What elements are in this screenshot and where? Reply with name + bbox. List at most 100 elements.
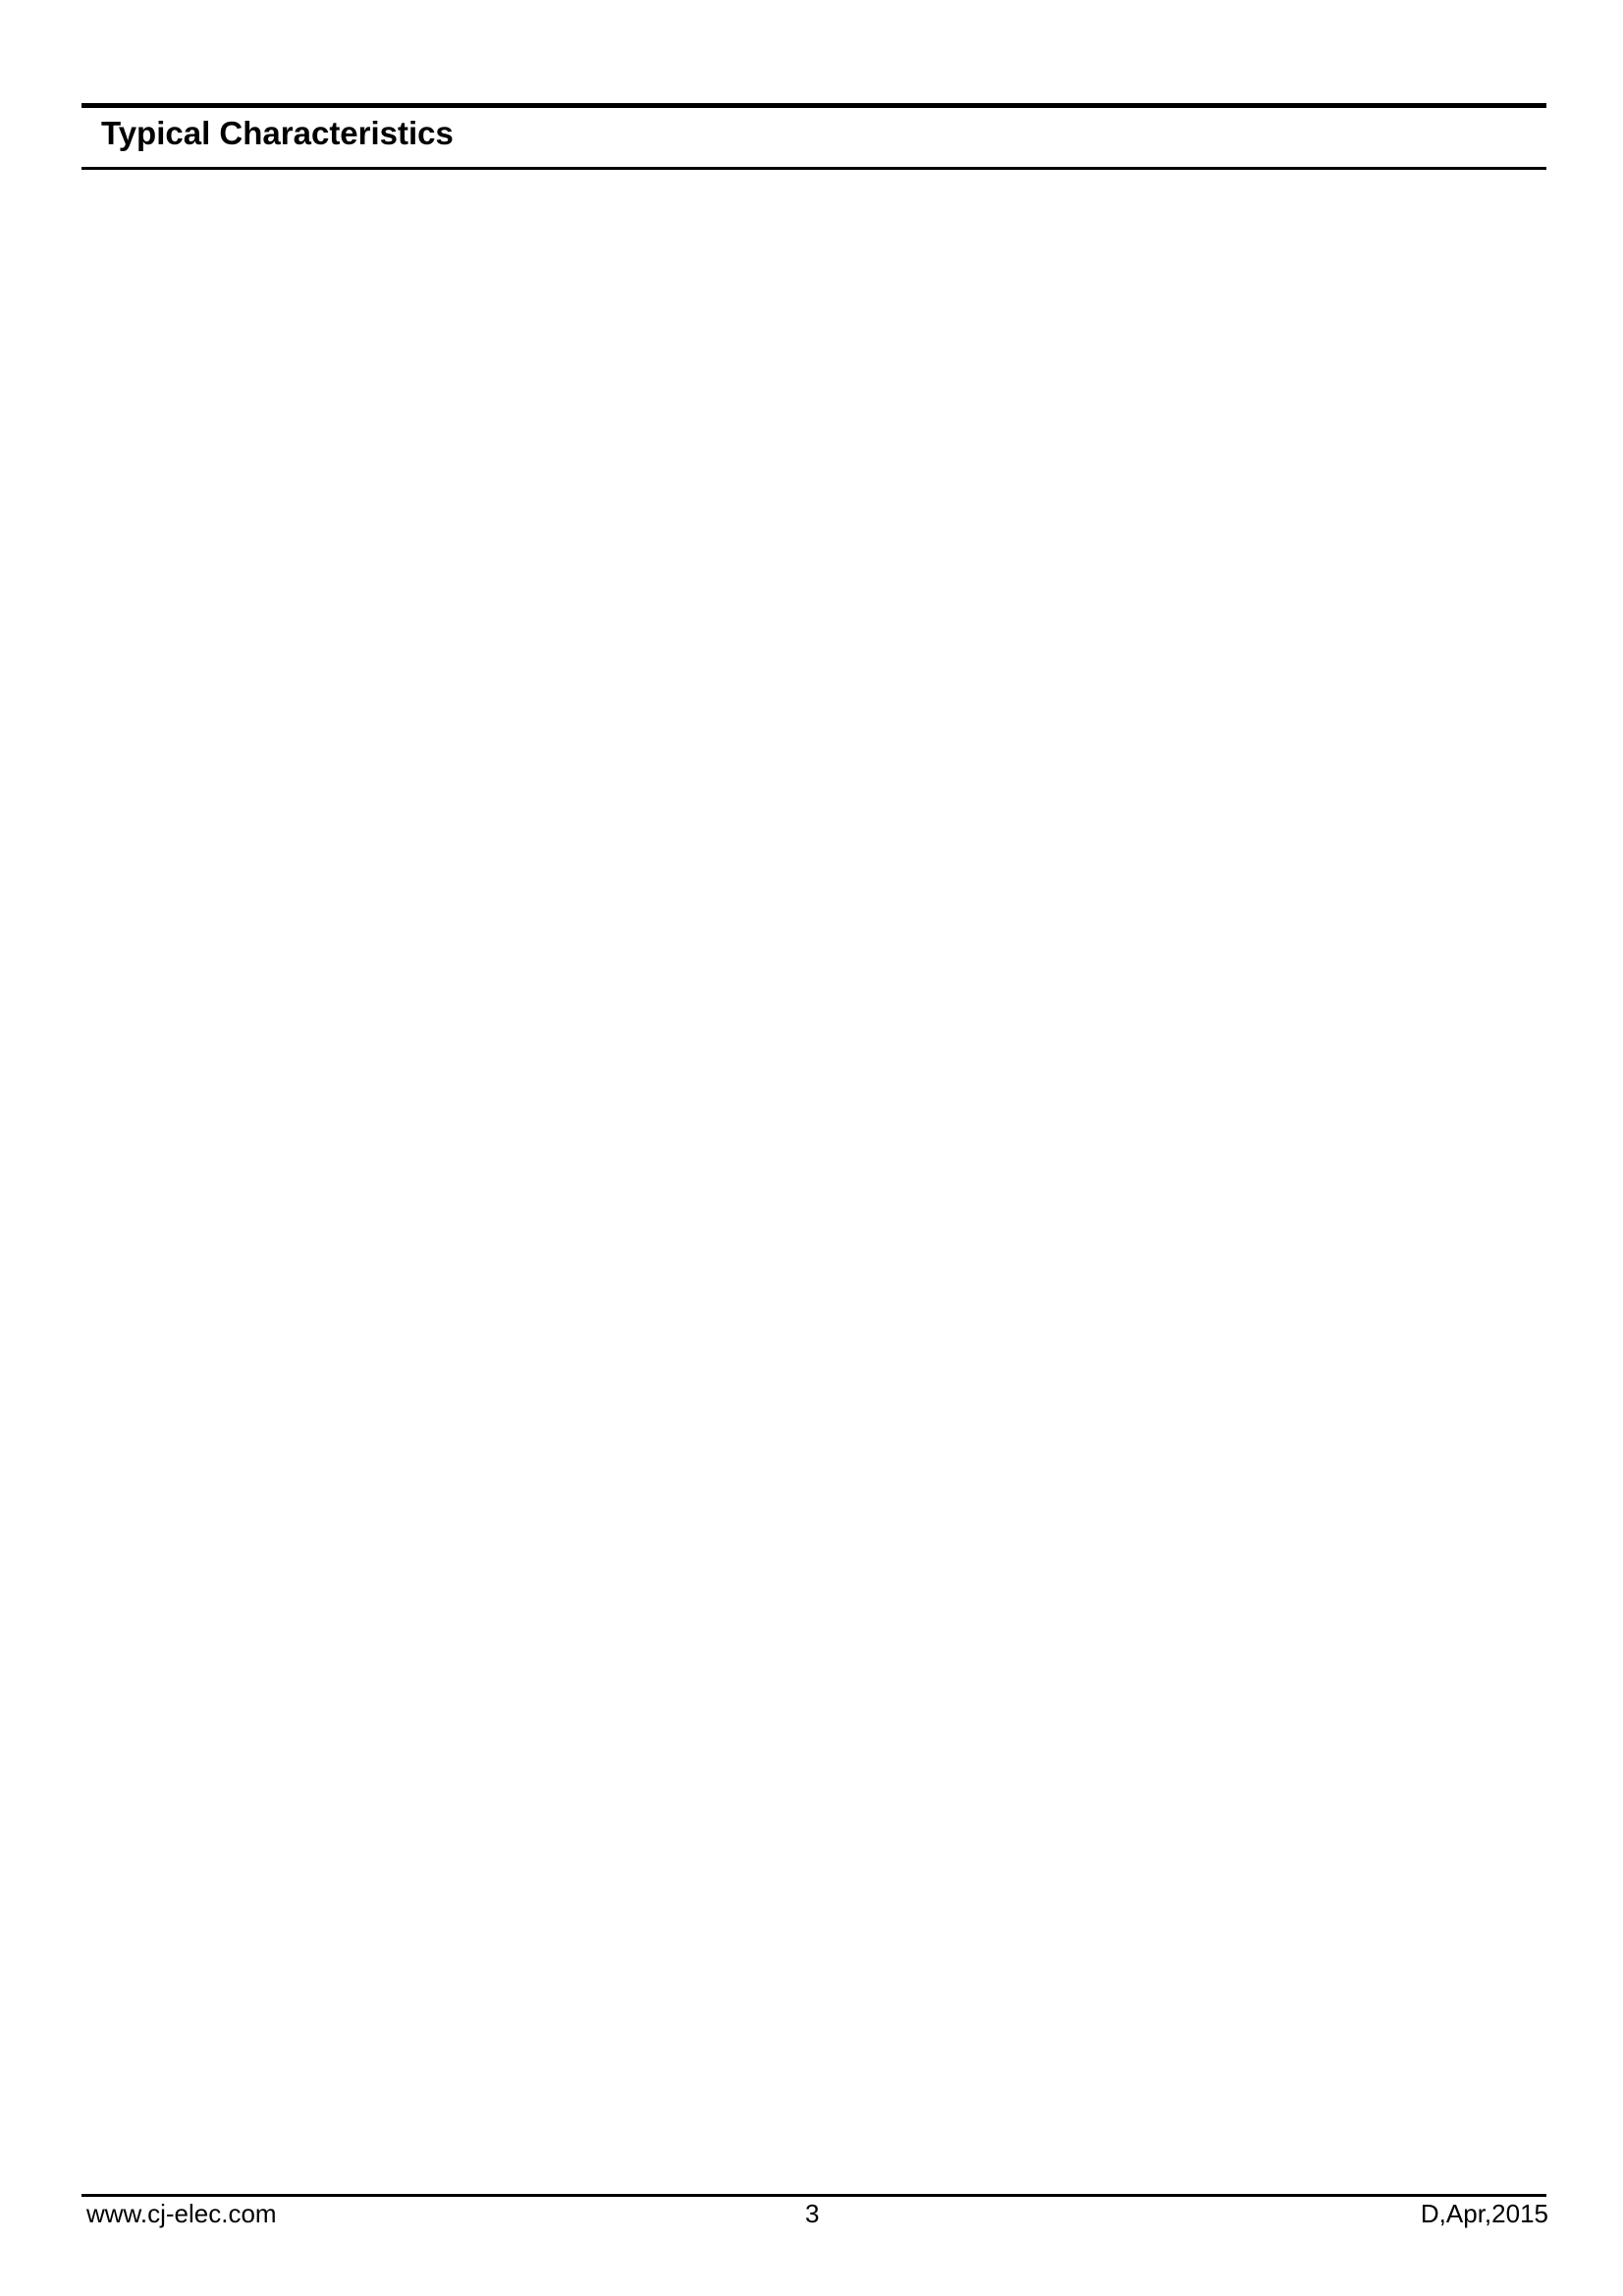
- temperature-note: Ta=25℃: [254, 1629, 311, 1645]
- x-tick-label: -0: [240, 812, 251, 827]
- temperature-note: Ta=25℃: [255, 1001, 312, 1018]
- x-tick-label: -5: [770, 812, 782, 827]
- x-tick-label: -10: [767, 1447, 785, 1462]
- y-tick-label: 240: [910, 973, 932, 988]
- label-background: [250, 1627, 324, 1671]
- y-tick-label: 200: [218, 1049, 240, 1064]
- chart-title: IS —— VSD: [466, 1576, 554, 1599]
- series-line: [243, 449, 778, 808]
- y-tick-label: 240: [218, 973, 240, 988]
- x-tick-label: -3: [558, 812, 569, 827]
- x-tick-label: -3: [1328, 812, 1340, 827]
- y-tick-label: -10: [221, 568, 240, 583]
- x-tick-label: -10: [1458, 1447, 1477, 1462]
- y-tick-label: 80: [226, 1280, 240, 1295]
- y-tick-label: -0.01: [210, 1914, 240, 1929]
- y-tick-label: -0: [228, 799, 240, 814]
- chart-0: -0 -1 -2 -3 -4 -5 -0 -5 -10 -15 -20 DRAIN TO SOURCE…: [184, 306, 782, 859]
- x-tick-label: -8: [664, 1447, 676, 1462]
- y-tick-label: 80: [918, 1280, 932, 1295]
- x-tick-label: -2: [1038, 1447, 1050, 1462]
- x-tick-label: -0.2: [235, 2080, 256, 2095]
- x-axis-label: GATE TO SOURCE VOLTAGE VGS (V): [1076, 1475, 1328, 1494]
- x-tick-label: -4: [452, 1447, 463, 1462]
- x-tick-label: -2: [1197, 812, 1209, 827]
- x-tick-label: -2: [346, 1447, 357, 1462]
- footer-rule: [81, 2194, 1546, 2197]
- chart-title: RDS(ON) —— ID: [455, 941, 568, 964]
- plot-frame: [244, 1614, 777, 2075]
- x-axis-label: SOURCE TO DRAIN VOLTAGE VSD (V): [381, 2109, 639, 2127]
- header-top-rule: [81, 103, 1546, 108]
- temperature-note: Ta=25℃: [665, 363, 722, 380]
- series-line: [243, 589, 778, 808]
- y-tick-label: 160: [910, 1127, 932, 1142]
- chart-title: Transfer Characteristics: [1096, 306, 1310, 327]
- curve-label: -2.5V: [596, 422, 631, 439]
- y-tick-label: -0: [920, 799, 932, 814]
- x-tick-label: -1.0: [765, 2080, 786, 2095]
- pulsed-note: Pulsed: [1398, 1020, 1443, 1037]
- x-tick-label: -6: [1250, 1447, 1262, 1462]
- label-background: [472, 1163, 551, 1185]
- curve-label: -4V: [388, 405, 410, 422]
- chart-title: RDS(ON) —— VGS: [1139, 941, 1267, 964]
- x-tick-label: -0: [932, 1447, 944, 1462]
- label-background: [947, 363, 1026, 432]
- y-axis-label: SOURCE CURRENT IS (A): [184, 1756, 202, 1933]
- temperature-note: Ta=25℃: [952, 391, 1009, 407]
- x-tick-label: -0.8: [632, 2080, 654, 2095]
- pulsed-note: Pulsed: [676, 382, 722, 399]
- y-tick-label: -1: [228, 1608, 240, 1623]
- y-tick-label: 200: [910, 1049, 932, 1064]
- pulsed-note: Pulsed: [952, 409, 998, 426]
- y-tick-label: 120: [218, 1203, 240, 1218]
- chart-3: -0 -2 -4 -6 -8 -10 0 40 80 120 160 200 240 GATE TO SO…: [876, 941, 1476, 1494]
- curve-label: -3.5V: [375, 425, 410, 442]
- pulsed-note: Pulsed: [254, 1647, 299, 1664]
- series-line: [936, 343, 1334, 808]
- curve-label: -2V: [599, 566, 622, 583]
- label-background: [1080, 1206, 1145, 1228]
- x-tick-label: -8: [1355, 1447, 1367, 1462]
- series-line: [297, 1185, 778, 1316]
- series-line: [376, 1613, 629, 2076]
- label-background: [595, 564, 632, 586]
- plot-frame: [937, 344, 1468, 807]
- label-background: [251, 996, 330, 1041]
- label-background: [330, 375, 413, 397]
- series-line: [1017, 978, 1469, 1296]
- y-tick-label: 40: [918, 1358, 932, 1372]
- y-tick-label: -0.1: [218, 1761, 240, 1776]
- revision-date: D,Apr,2015: [1420, 2199, 1548, 2228]
- y-tick-label: -10: [913, 568, 932, 583]
- label-background: [470, 1266, 549, 1288]
- y-tick-label: -15: [221, 454, 240, 468]
- x-axis-label: DRAIN TO SOURCE VOLTAGE VDS (V): [381, 840, 639, 859]
- header-bottom-rule: [81, 167, 1546, 170]
- x-tick-label: -1: [1064, 812, 1076, 827]
- page-title: Typical Characteristics: [101, 115, 454, 151]
- x-tick-label: -1: [346, 812, 357, 827]
- chart-2: -0 -2 -4 -6 -8 -10 0 40 80 120 160 200 240 DRAIN CURR…: [184, 941, 784, 1494]
- x-tick-label: -6: [558, 1447, 569, 1462]
- pulsed-note: Pulsed: [255, 1020, 300, 1037]
- y-tick-label: -5: [228, 684, 240, 699]
- curve-label: ID=-2.3A: [1084, 1208, 1138, 1227]
- footer-url[interactable]: www.cj-elec.com: [86, 2199, 277, 2228]
- y-tick-label: -15: [913, 454, 932, 468]
- series-line: [243, 727, 778, 808]
- x-tick-label: -2: [452, 812, 463, 827]
- series-line: [297, 1229, 778, 1342]
- chart-1: -0 -1 -2 -3 -4 -0 -5 -10 -15 -20 GATE TO SOURCE VO…: [876, 306, 1473, 859]
- curve-label: -3V: [388, 445, 410, 461]
- curve-label: VGS=-1.5V: [586, 686, 653, 705]
- y-tick-label: -20: [221, 338, 240, 352]
- x-tick-label: -0.6: [500, 2080, 521, 2095]
- y-axis-label: DRAIN CURRENT ID (A): [876, 496, 894, 656]
- curve-label: VGS=-2.5V: [476, 1165, 543, 1184]
- y-tick-label: 120: [910, 1203, 932, 1218]
- y-tick-label: -1E-3: [208, 2067, 240, 2082]
- x-tick-label: -0: [240, 1447, 251, 1462]
- x-tick-label: -0: [932, 812, 944, 827]
